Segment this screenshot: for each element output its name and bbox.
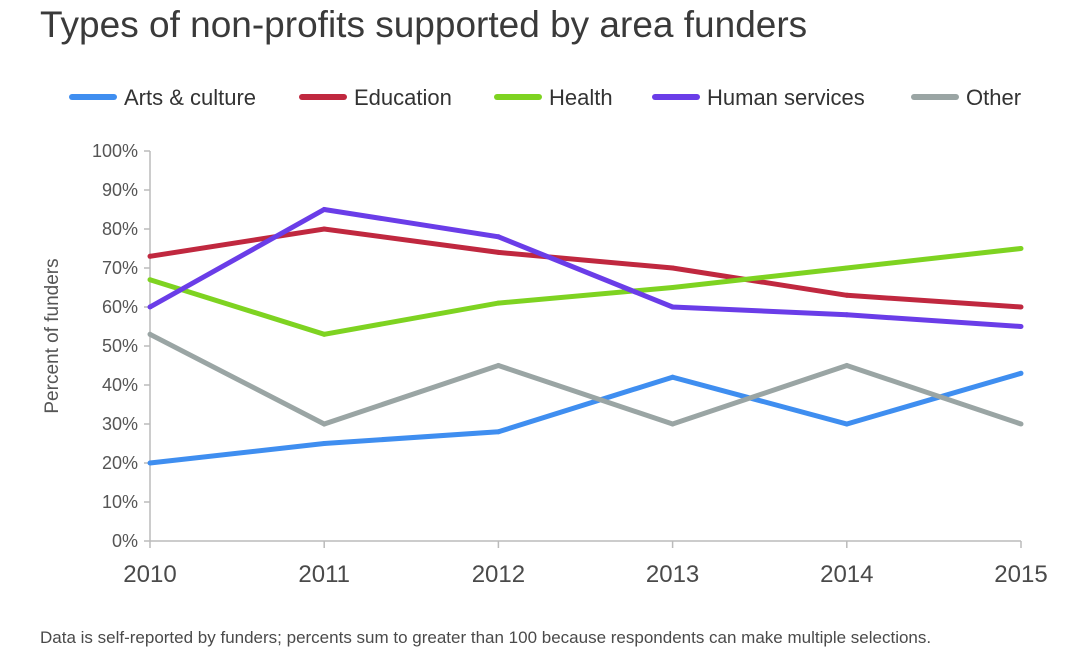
- x-tick-label: 2010: [123, 561, 176, 588]
- series-line-human-services: [148, 206, 1022, 329]
- x-tick-label: 2011: [298, 561, 350, 588]
- y-tick-label: 40%: [102, 375, 138, 395]
- y-tick-label: 100%: [92, 141, 138, 161]
- series-arts-culture: [147, 370, 1024, 466]
- series-line-health: [149, 246, 1022, 337]
- data-point-human-services: [495, 234, 501, 240]
- data-point-education: [321, 226, 327, 232]
- y-tick-label: 80%: [102, 219, 138, 239]
- series-other: [147, 331, 1024, 427]
- x-tick-label: 2013: [646, 561, 699, 588]
- series-line-education: [149, 226, 1022, 310]
- data-point-arts-culture: [844, 421, 850, 427]
- data-point-arts-culture: [147, 460, 153, 466]
- data-point-health: [495, 300, 501, 306]
- legend-item-arts-culture: Arts & culture: [69, 85, 256, 110]
- data-point-arts-culture: [670, 374, 676, 380]
- x-tick-label: 2014: [820, 561, 873, 588]
- legend: Arts & culture Education Health Human servi…: [69, 85, 1021, 110]
- series-layer: [147, 206, 1024, 466]
- data-point-other: [1018, 421, 1024, 427]
- y-axis-title: Percent of funders: [42, 258, 63, 413]
- data-point-education: [495, 249, 501, 255]
- y-tick-label: 0%: [112, 531, 138, 551]
- x-axis: 2010 2011 2012 2013 2014 2015: [123, 540, 1048, 588]
- chart-title: Types of non-profits supported by area f…: [40, 4, 808, 45]
- y-tick-label: 10%: [102, 492, 138, 512]
- series-line-arts-culture: [149, 370, 1022, 466]
- legend-item-education: Education: [299, 85, 452, 110]
- legend-item-human-services: Human services: [652, 85, 865, 110]
- legend-label: Arts & culture: [124, 85, 256, 110]
- data-point-other: [321, 421, 327, 427]
- data-point-human-services: [321, 207, 327, 212]
- legend-label: Human services: [707, 85, 865, 110]
- data-point-health: [321, 331, 327, 337]
- y-tick-label: 70%: [102, 258, 138, 278]
- x-tick-label: 2015: [994, 561, 1047, 588]
- data-point-other: [147, 331, 153, 337]
- legend-label: Health: [549, 85, 613, 110]
- legend-label: Other: [966, 85, 1021, 110]
- legend-label: Education: [354, 85, 452, 110]
- data-point-education: [1018, 304, 1024, 310]
- data-point-other: [844, 363, 850, 368]
- series-line-other: [148, 332, 1022, 427]
- y-axis: 0% 10% 20% 30% 40% 50% 60% 70% 80% 90% 100% Percent…: [42, 141, 151, 551]
- data-point-education: [670, 265, 676, 271]
- y-tick-label: 90%: [102, 180, 138, 200]
- y-tick-label: 50%: [102, 336, 138, 356]
- data-point-human-services: [844, 312, 850, 318]
- data-point-education: [147, 253, 153, 259]
- x-tick-label: 2012: [472, 561, 525, 588]
- data-point-health: [670, 285, 676, 290]
- data-point-health: [1018, 246, 1024, 251]
- y-tick-label: 60%: [102, 297, 138, 317]
- data-point-human-services: [1018, 324, 1024, 329]
- series-health: [147, 246, 1024, 337]
- data-point-human-services: [670, 304, 676, 310]
- data-point-arts-culture: [321, 441, 327, 446]
- y-tick-label: 30%: [102, 414, 138, 434]
- data-point-arts-culture: [1018, 370, 1024, 376]
- legend-item-other: Other: [911, 85, 1021, 110]
- data-point-arts-culture: [495, 429, 501, 435]
- data-point-other: [670, 421, 676, 427]
- data-point-health: [147, 277, 153, 283]
- y-tick-label: 20%: [102, 453, 138, 473]
- series-human-services: [147, 206, 1024, 329]
- data-point-education: [844, 292, 850, 298]
- data-point-other: [495, 363, 501, 368]
- legend-item-health: Health: [494, 85, 613, 110]
- data-point-health: [844, 265, 850, 271]
- data-point-human-services: [147, 304, 153, 310]
- series-education: [147, 226, 1024, 310]
- footnote: Data is self-reported by funders; percen…: [40, 628, 932, 647]
